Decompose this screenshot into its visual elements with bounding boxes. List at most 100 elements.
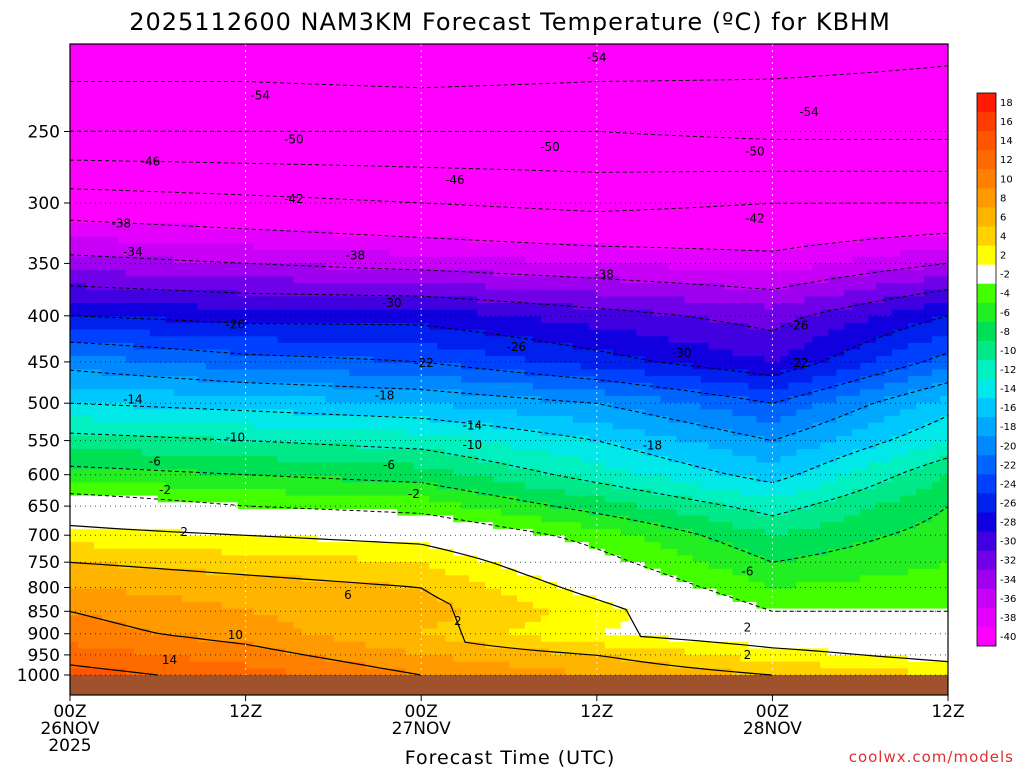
temp-cell bbox=[293, 303, 303, 311]
temp-cell bbox=[101, 256, 111, 264]
temp-cell bbox=[596, 176, 606, 185]
temp-cell bbox=[532, 77, 542, 85]
temp-cell bbox=[437, 97, 446, 105]
temp-cell bbox=[724, 44, 734, 52]
temp-cell bbox=[157, 229, 167, 238]
temp-cell bbox=[357, 183, 366, 191]
temp-cell bbox=[117, 170, 127, 178]
temp-cell bbox=[868, 289, 877, 297]
temp-cell bbox=[644, 256, 654, 264]
temp-cell bbox=[884, 70, 893, 78]
temp-cell bbox=[644, 283, 654, 291]
temp-cell bbox=[253, 136, 263, 145]
temp-cell bbox=[556, 57, 566, 65]
temp-cell bbox=[892, 130, 901, 138]
temp-cell bbox=[636, 63, 646, 72]
temp-cell bbox=[516, 236, 526, 244]
temp-cell bbox=[165, 329, 175, 337]
temp-cell bbox=[740, 183, 750, 191]
temp-cell bbox=[652, 110, 662, 118]
temp-cell bbox=[157, 210, 167, 218]
temp-cell bbox=[796, 163, 805, 171]
temp-cell bbox=[445, 50, 454, 58]
temp-cell bbox=[341, 163, 350, 171]
temp-cell bbox=[469, 176, 478, 185]
temp-cell bbox=[732, 83, 742, 92]
temp-cell bbox=[293, 143, 303, 151]
temp-cell bbox=[197, 44, 207, 52]
temp-cell bbox=[596, 63, 606, 72]
temp-cell bbox=[636, 136, 646, 145]
temp-cell bbox=[892, 256, 901, 264]
temp-cell bbox=[700, 329, 710, 337]
temp-cell bbox=[652, 196, 662, 205]
temp-cell bbox=[684, 229, 694, 238]
temp-cell bbox=[604, 263, 614, 271]
temp-cell bbox=[357, 143, 366, 151]
temp-cell bbox=[700, 316, 710, 324]
temp-cell bbox=[269, 136, 279, 145]
temp-cell bbox=[205, 216, 215, 224]
temp-cell bbox=[157, 150, 167, 158]
temp-cell bbox=[109, 70, 119, 78]
temp-cell bbox=[93, 309, 103, 317]
temp-cell bbox=[333, 243, 342, 251]
temp-cell bbox=[780, 156, 789, 165]
temp-cell bbox=[532, 170, 542, 178]
temp-cell bbox=[221, 243, 231, 251]
temp-cell bbox=[501, 110, 510, 118]
temp-cell bbox=[780, 316, 789, 324]
temp-cell bbox=[309, 269, 319, 278]
temp-cell bbox=[700, 156, 710, 165]
temp-cell bbox=[85, 57, 95, 65]
temp-cell bbox=[269, 83, 279, 92]
temp-cell bbox=[740, 229, 750, 238]
temp-cell bbox=[524, 130, 534, 138]
temp-cell bbox=[389, 176, 398, 185]
temp-cell bbox=[149, 329, 159, 337]
temp-cell bbox=[684, 70, 694, 78]
temp-cell bbox=[804, 50, 813, 58]
temp-cell bbox=[596, 103, 606, 112]
temp-cell bbox=[644, 196, 654, 205]
temp-cell bbox=[405, 50, 414, 58]
temp-cell bbox=[604, 303, 614, 311]
temp-cell bbox=[277, 97, 287, 105]
temp-cell bbox=[548, 103, 558, 112]
temp-cell bbox=[548, 216, 558, 224]
temp-cell bbox=[788, 249, 797, 258]
temp-cell bbox=[501, 97, 510, 105]
temp-cell bbox=[860, 276, 869, 284]
temp-cell bbox=[389, 269, 398, 278]
temp-cell bbox=[373, 156, 382, 165]
temp-cell bbox=[836, 223, 845, 231]
temp-cell bbox=[668, 210, 678, 218]
temp-cell bbox=[317, 150, 327, 158]
temp-cell bbox=[317, 203, 327, 211]
temp-cell bbox=[924, 283, 933, 291]
temp-cell bbox=[748, 336, 758, 344]
temp-cell bbox=[141, 170, 151, 178]
temp-cell bbox=[564, 229, 574, 238]
temp-cell bbox=[796, 229, 805, 238]
temp-cell bbox=[77, 97, 87, 105]
temp-cell bbox=[453, 236, 462, 244]
temp-cell bbox=[908, 163, 917, 171]
temp-cell bbox=[397, 210, 406, 218]
temp-cell bbox=[588, 263, 598, 271]
temp-cell bbox=[70, 110, 79, 118]
temp-cell bbox=[652, 176, 662, 185]
temp-cell bbox=[421, 57, 430, 65]
temp-cell bbox=[764, 44, 773, 52]
temp-cell bbox=[357, 103, 366, 112]
temp-cell bbox=[357, 150, 366, 158]
temp-cell bbox=[93, 44, 103, 52]
temp-cell bbox=[588, 236, 598, 244]
temp-cell bbox=[309, 316, 319, 324]
temp-cell bbox=[509, 83, 518, 92]
temp-cell bbox=[389, 229, 398, 238]
temp-cell bbox=[892, 309, 901, 317]
temp-cell bbox=[157, 329, 167, 337]
temp-cell bbox=[860, 249, 869, 258]
temp-cell bbox=[748, 329, 758, 337]
